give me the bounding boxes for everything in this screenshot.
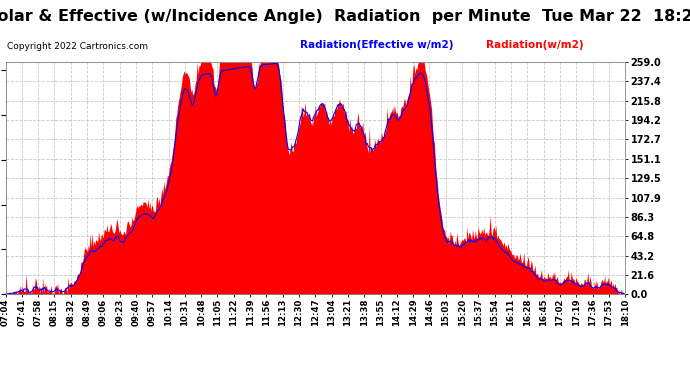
Text: Radiation(Effective w/m2): Radiation(Effective w/m2) <box>300 40 453 51</box>
Text: Copyright 2022 Cartronics.com: Copyright 2022 Cartronics.com <box>7 42 148 51</box>
Text: Radiation(w/m2): Radiation(w/m2) <box>486 40 584 51</box>
Text: Solar & Effective (w/Incidence Angle)  Radiation  per Minute  Tue Mar 22  18:23: Solar & Effective (w/Incidence Angle) Ra… <box>0 9 690 24</box>
